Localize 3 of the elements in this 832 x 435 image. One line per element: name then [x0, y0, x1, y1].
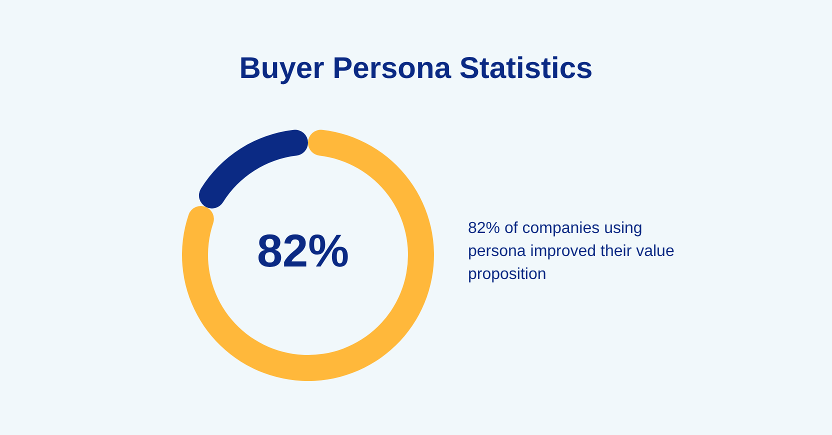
- text: 82% of companies using persona improved their value proposition: [468, 219, 676, 285]
- text: 82%: [256, 224, 350, 276]
- chart-title: Buyer Persona Statistics: [238, 52, 594, 86]
